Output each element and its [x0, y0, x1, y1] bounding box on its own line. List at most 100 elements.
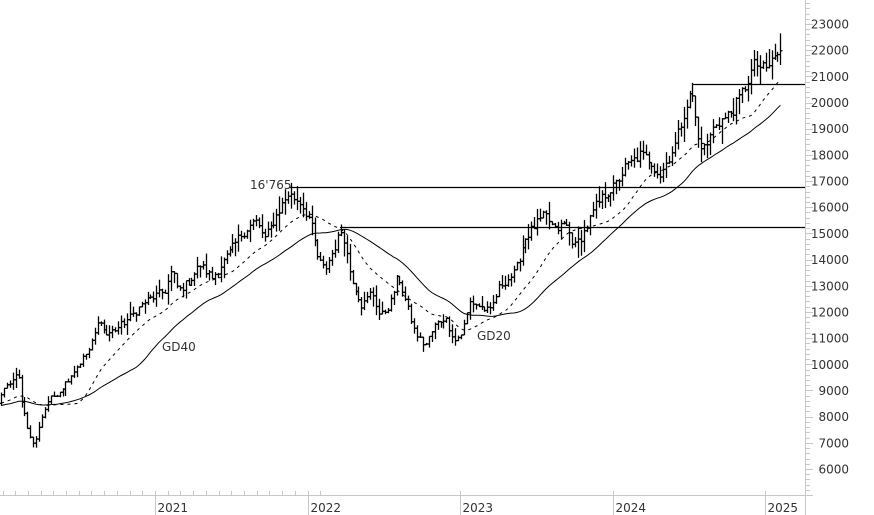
ohlc-bar: [693, 95, 698, 127]
ohlc-bar: [746, 75, 751, 102]
ohlc-bar: [233, 238, 238, 257]
ohlc-bar: [327, 257, 332, 274]
y-tick-label: 21000: [811, 70, 849, 84]
ohlc-bar: [49, 395, 54, 404]
ohlc-bar: [11, 372, 16, 390]
ohlc-bar: [503, 275, 508, 290]
ohlc-bar: [556, 221, 561, 235]
ohlc-bar: [720, 118, 725, 145]
y-tick-label: 15000: [811, 227, 849, 241]
ohlc-bar: [119, 315, 124, 335]
ohlc-bar: [169, 265, 174, 291]
ohlc-bar: [345, 236, 350, 264]
y-tick-label: 12000: [811, 305, 849, 319]
ohlc-bar: [134, 312, 139, 322]
ohlc-bar: [222, 257, 227, 279]
ohlc-bar: [778, 33, 783, 66]
ohlc-bar: [764, 52, 769, 72]
ohlc-bar: [365, 291, 370, 304]
y-tick-label: 8000: [818, 410, 849, 424]
ohlc-bar: [374, 285, 379, 316]
ohlc-bar: [333, 239, 338, 258]
ohlc-bar: [412, 318, 417, 334]
ohlc-bar: [225, 250, 230, 264]
ohlc-bar: [321, 255, 326, 269]
ohlc-bar: [518, 258, 523, 272]
ohlc-bar: [755, 51, 760, 77]
ohlc-bar: [371, 287, 376, 307]
y-tick-label: 13000: [811, 279, 849, 293]
ohlc-bar: [37, 421, 42, 442]
y-tick-label: 9000: [818, 384, 849, 398]
ohlc-bar: [81, 353, 86, 367]
y-tick-label: 17000: [811, 175, 849, 189]
ohlc-bar: [462, 319, 467, 336]
gd20-moving-average-line: [0, 79, 781, 406]
ohlc-bar: [122, 318, 127, 329]
x-tick-label: 2021: [158, 501, 189, 515]
y-tick-label: 10000: [811, 358, 849, 372]
ohlc-bar: [535, 208, 540, 236]
ohlc-bar: [758, 55, 763, 85]
ohlc-bar: [597, 186, 602, 208]
ohlc-bar: [389, 294, 394, 312]
ohlc-bar: [600, 190, 605, 209]
ohlc-bar: [210, 266, 215, 280]
ohlc-bar: [497, 280, 502, 298]
ohlc-bar: [380, 301, 385, 315]
ohlc-bar: [31, 436, 36, 448]
x-tick-label: 2025: [768, 501, 799, 515]
ohlc-bar: [195, 256, 200, 279]
ohlc-bar: [752, 50, 757, 77]
ohlc-bar: [655, 163, 660, 179]
ohlc-bar: [447, 316, 452, 338]
ohlc-bar: [34, 436, 39, 448]
ohlc-bar: [154, 285, 159, 307]
ohlc-bar: [157, 279, 162, 298]
gd20-label: GD20: [477, 329, 511, 343]
ohlc-bar: [110, 325, 115, 339]
ohlc-bar: [708, 132, 713, 156]
y-axis: [805, 0, 813, 515]
ohlc-bar: [711, 119, 716, 144]
y-axis-labels: 23000 22000 21000 20000 19000 18000 17000 16000…: [811, 18, 849, 477]
ohlc-bar: [310, 205, 315, 236]
ohlc-bar: [125, 313, 130, 335]
ohlc-bar: [304, 202, 309, 221]
ohlc-bar: [415, 325, 420, 342]
ohlc-bar: [2, 387, 7, 398]
ohlc-bar: [509, 273, 514, 287]
x-tick-label: 2024: [616, 501, 647, 515]
ohlc-bar: [14, 367, 19, 389]
gd40-moving-average-line: [0, 104, 781, 407]
ohlc-bar: [559, 219, 564, 240]
ohlc-bar: [43, 407, 48, 419]
ohlc-bar: [770, 50, 775, 80]
ohlc-bar: [737, 89, 742, 115]
ohlc-bar: [137, 306, 142, 316]
y-tick-label: 22000: [811, 44, 849, 58]
ohlc-bar: [25, 411, 30, 430]
ohlc-bar: [295, 186, 300, 211]
ohlc-bar: [576, 226, 581, 258]
ohlc-bar: [676, 119, 681, 150]
ohlc-bar: [84, 353, 89, 360]
ohlc-bar: [46, 396, 51, 412]
ohlc-bar: [673, 131, 678, 157]
ohlc-bar: [409, 303, 414, 325]
ohlc-bar: [667, 155, 672, 165]
ohlc-bar: [93, 327, 98, 345]
x-axis: [0, 491, 805, 515]
y-tick-label: 7000: [818, 436, 849, 450]
ohlc-bar: [283, 189, 288, 215]
ohlc-bar: [128, 301, 133, 322]
ohlc-bar: [368, 288, 373, 300]
ohlc-bar: [263, 228, 268, 242]
ohlc-bar: [271, 212, 276, 229]
x-tick-label: 2022: [311, 501, 342, 515]
ohlc-bar: [280, 197, 285, 214]
ohlc-bar: [184, 280, 189, 299]
ohlc-bar: [638, 141, 643, 168]
ohlc-bar: [274, 208, 279, 232]
